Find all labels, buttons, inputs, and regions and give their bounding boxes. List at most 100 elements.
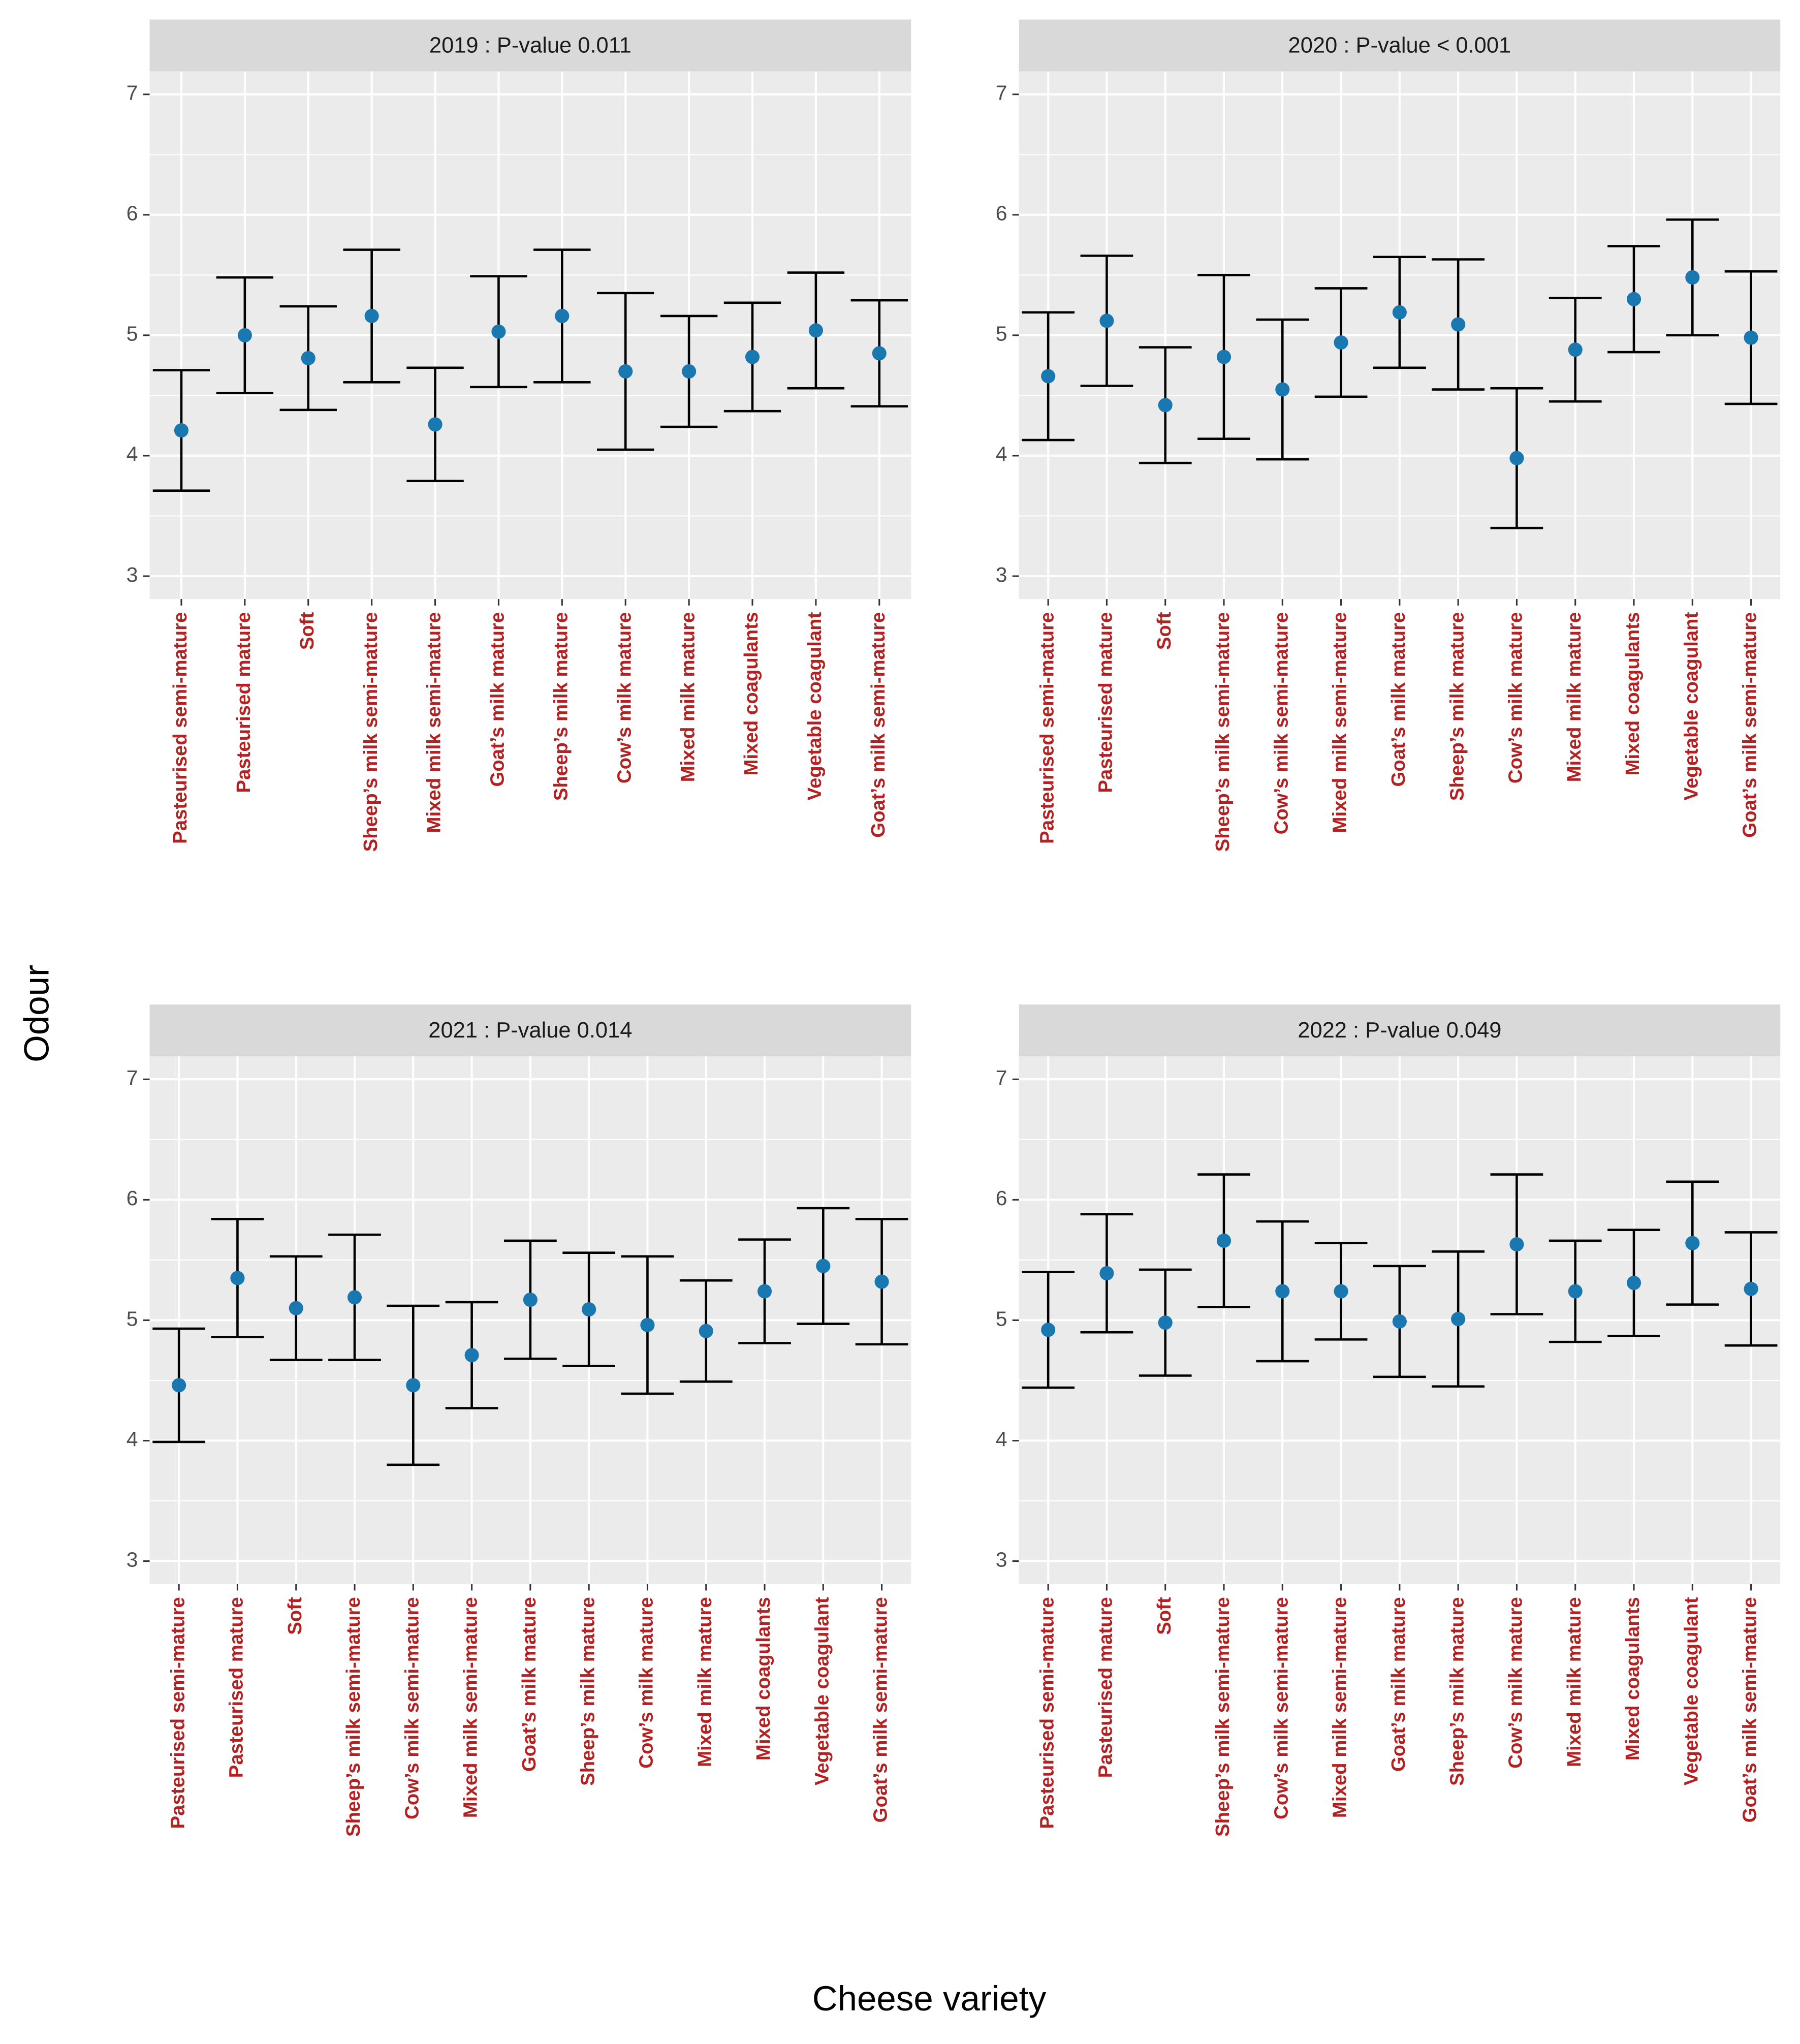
x-tick-label: Soft	[284, 1597, 306, 1635]
point	[816, 1259, 831, 1273]
y-tick-label: 7	[996, 81, 1007, 105]
point	[1334, 335, 1348, 350]
x-tick-label: Cow’s milk mature	[1505, 1597, 1527, 1769]
x-tick-label: Sheep’s milk semi-mature	[1212, 612, 1234, 852]
strip	[149, 1004, 911, 1057]
point	[1158, 1315, 1173, 1330]
point	[364, 308, 379, 323]
point	[1041, 369, 1056, 384]
x-tick-label: Sheep’s milk semi-mature	[1212, 1597, 1234, 1837]
point	[1099, 1266, 1114, 1281]
y-tick-label: 3	[996, 563, 1007, 586]
x-tick-label: Goat’s milk semi-mature	[867, 612, 889, 838]
x-tick-label: Soft	[1153, 612, 1175, 650]
x-tick-label: Mixed milk mature	[694, 1597, 716, 1767]
y-tick-label: 5	[127, 1307, 138, 1330]
x-tick-label: Sheep’s milk mature	[550, 612, 572, 801]
x-tick-label: Goat’s milk semi-mature	[870, 1597, 892, 1822]
y-tick-label: 6	[127, 202, 138, 225]
x-tick-label: Vegetable coagulant	[804, 612, 826, 800]
point	[174, 423, 189, 438]
strip	[149, 19, 911, 72]
x-tick-label: Mixed milk semi-mature	[1329, 612, 1351, 833]
point	[1451, 1312, 1466, 1327]
point	[406, 1378, 421, 1393]
point	[1626, 1275, 1641, 1291]
point	[1626, 292, 1641, 306]
x-tick-label: Cow’s milk semi-mature	[401, 1597, 423, 1819]
point	[172, 1378, 186, 1393]
x-tick-label: Cow’s milk semi-mature	[1270, 612, 1292, 835]
y-tick-label: 6	[996, 202, 1007, 225]
point	[682, 364, 697, 379]
y-tick-label: 7	[127, 1066, 138, 1089]
point	[1744, 330, 1758, 345]
y-tick-label: 5	[996, 1307, 1007, 1330]
x-tick-label: Mixed coagulants	[1622, 1597, 1644, 1760]
x-tick-label: Sheep’s milk semi-mature	[360, 612, 382, 852]
x-tick-label: Mixed milk semi-mature	[460, 1597, 482, 1818]
panel-title: 2022 : P-value 0.049	[1298, 1018, 1501, 1043]
x-tick-label: Goat’s milk mature	[1387, 612, 1409, 787]
x-tick-label: Goat’s milk mature	[1387, 1597, 1409, 1772]
x-tick-label: Mixed milk mature	[677, 612, 699, 782]
point	[523, 1293, 538, 1307]
x-tick-label: Mixed milk semi-mature	[423, 612, 445, 833]
x-tick-label: Cow’s milk mature	[636, 1597, 657, 1769]
x-tick-label: Vegetable coagulant	[811, 1597, 833, 1785]
x-axis-label: Cheese variety	[812, 1978, 1047, 2018]
point	[1509, 451, 1524, 465]
y-tick-label: 3	[127, 1548, 138, 1571]
point	[1685, 270, 1700, 285]
point	[582, 1302, 596, 1317]
x-tick-label: Soft	[296, 612, 318, 650]
x-tick-label: Vegetable coagulant	[1680, 1597, 1702, 1785]
y-tick-label: 4	[127, 1427, 138, 1451]
point	[347, 1290, 362, 1305]
x-tick-label: Pasteurised mature	[1095, 612, 1117, 793]
strip	[1019, 19, 1781, 72]
x-tick-label: Cow’s milk mature	[613, 612, 635, 784]
panel-title: 2021 : P-value 0.014	[428, 1018, 632, 1043]
y-tick-label: 3	[996, 1548, 1007, 1571]
point	[1568, 342, 1583, 357]
point	[1568, 1284, 1583, 1299]
panel-title: 2019 : P-value 0.011	[429, 34, 631, 58]
y-tick-label: 5	[996, 322, 1007, 345]
x-tick-label: Pasteurised semi-mature	[1036, 612, 1058, 844]
point	[230, 1271, 245, 1285]
x-tick-label: Mixed coagulants	[740, 612, 762, 776]
point	[1275, 1284, 1290, 1299]
point	[428, 417, 443, 432]
x-tick-label: Mixed coagulants	[752, 1597, 774, 1760]
x-tick-label: Pasteurised mature	[233, 612, 255, 793]
x-tick-label: Mixed milk semi-mature	[1329, 1597, 1351, 1818]
point	[872, 346, 887, 361]
point	[874, 1274, 889, 1289]
point	[1451, 317, 1466, 332]
x-tick-label: Mixed milk mature	[1563, 612, 1585, 782]
point	[464, 1348, 479, 1363]
y-axis-label: Odour	[16, 965, 56, 1062]
y-tick-label: 4	[996, 443, 1007, 466]
y-tick-label: 5	[127, 322, 138, 345]
x-tick-label: Goat’s milk mature	[518, 1597, 540, 1772]
y-tick-label: 7	[996, 1066, 1007, 1089]
point	[1685, 1236, 1700, 1250]
point	[757, 1284, 772, 1299]
point	[1392, 305, 1407, 320]
point	[1158, 398, 1173, 413]
x-tick-label: Cow’s milk semi-mature	[1270, 1597, 1292, 1819]
x-tick-label: Cow’s milk mature	[1505, 612, 1527, 784]
panel-title: 2020 : P-value < 0.001	[1288, 34, 1511, 58]
point	[1392, 1314, 1407, 1329]
point	[1744, 1281, 1758, 1296]
strip	[1019, 1004, 1781, 1057]
x-tick-label: Goat’s milk semi-mature	[1739, 612, 1761, 838]
x-tick-label: Pasteurised mature	[1095, 1597, 1117, 1778]
point	[491, 324, 506, 339]
y-tick-label: 6	[996, 1186, 1007, 1210]
point	[1099, 313, 1114, 328]
